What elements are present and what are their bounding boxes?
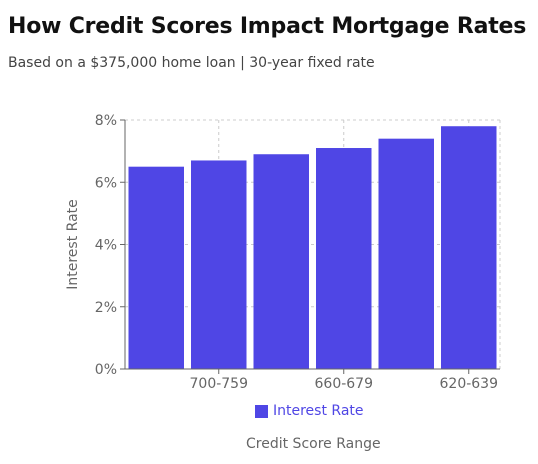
legend-label: Interest Rate [273, 403, 364, 419]
bars [128, 126, 497, 369]
bar[interactable] [253, 154, 310, 369]
bar[interactable] [441, 126, 497, 369]
y-tick-label: 8% [95, 113, 117, 129]
y-tick-label: 2% [95, 300, 117, 316]
x-tick-label: 620-639 [440, 376, 499, 392]
bar[interactable] [378, 138, 435, 369]
bar[interactable] [128, 166, 185, 369]
x-axis-label: Credit Score Range [246, 436, 381, 452]
bar[interactable] [316, 148, 372, 369]
grid [125, 119, 501, 369]
chart-title: How Credit Scores Impact Mortgage Rates [8, 14, 527, 39]
y-axis-label: Interest Rate [65, 199, 81, 290]
y-tick-label: 4% [95, 238, 117, 254]
axes: 0% 2% 4% 6% 8% 700-759 660-679 620-639 [95, 113, 500, 392]
y-tick-label: 6% [95, 175, 117, 191]
bar-chart: 0% 2% 4% 6% 8% 700-759 660-679 620-639 Interest… [65, 113, 501, 392]
y-tick-label: 0% [95, 362, 117, 378]
bar[interactable] [191, 160, 247, 369]
legend-swatch [255, 404, 268, 418]
legend[interactable]: Interest Rate [255, 403, 364, 419]
x-tick-label: 660-679 [315, 376, 374, 392]
x-tick-label: 700-759 [190, 376, 249, 392]
chart-subtitle: Based on a $375,000 home loan | 30-year … [8, 55, 375, 71]
